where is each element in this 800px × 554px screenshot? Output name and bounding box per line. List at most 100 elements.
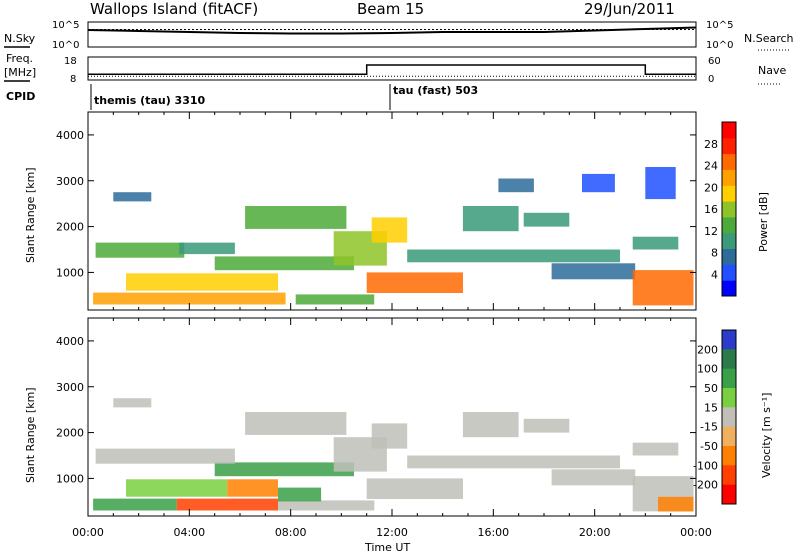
cpid-segment-1: themis (tau) 3310 xyxy=(94,94,206,107)
power-colorbar-tick-label: 8 xyxy=(711,247,718,260)
site-title: Wallops Island (fitACF) xyxy=(90,0,258,18)
velocity-colorbar-segment xyxy=(722,465,736,486)
power-colorbar-segment xyxy=(722,185,736,202)
power-echo-region-20 xyxy=(645,167,676,200)
velocity-data-layer xyxy=(93,398,694,512)
time-tick-label: 08:00 xyxy=(275,526,307,539)
velocity-echo-region-14 xyxy=(462,412,519,438)
power-y-tick-label: 3000 xyxy=(56,175,84,188)
power-colorbar-tick-label: 12 xyxy=(704,225,718,238)
power-panel: 1000 2000 3000 4000 Slant Range [km] xyxy=(24,111,697,311)
noise-tick-lo-right: 10^0 xyxy=(706,40,733,51)
power-y-tick-label: 1000 xyxy=(56,266,84,279)
time-tick-label: 04:00 xyxy=(173,526,205,539)
power-echo-region-2 xyxy=(295,294,375,305)
velocity-echo-region-6 xyxy=(278,487,322,502)
velocity-colorbar-segment xyxy=(722,484,736,505)
velocity-echo-region-2 xyxy=(176,498,278,511)
noise-tick-lo: 10^0 xyxy=(52,40,79,51)
frequency-panel-frame xyxy=(87,56,697,81)
power-echo-region-5 xyxy=(95,242,185,258)
power-echo-region-14 xyxy=(523,212,570,227)
velocity-echo-region-8 xyxy=(95,448,235,464)
power-echo-region-9 xyxy=(366,272,463,293)
x-axis-label: Time UT xyxy=(364,541,410,554)
noise-tick-hi: 10^5 xyxy=(52,20,79,31)
power-colorbar-segment xyxy=(722,216,736,234)
velocity-y-tick-label: 4000 xyxy=(56,335,84,348)
power-echo-region-12 xyxy=(462,206,519,232)
time-tick-label: 00:00 xyxy=(72,526,104,539)
velocity-panel: 1000 2000 3000 4000 Slant Range [km] xyxy=(24,317,697,517)
power-colorbar-tick-label: 28 xyxy=(704,138,718,151)
velocity-y-tick-label: 3000 xyxy=(56,381,84,394)
velocity-echo-region-16 xyxy=(551,469,636,486)
power-echo-region-3 xyxy=(126,273,278,291)
velocity-colorbar-tick-label: 50 xyxy=(704,382,718,395)
power-data-layer xyxy=(93,167,694,306)
time-tick-label: 20:00 xyxy=(579,526,611,539)
power-echo-region-16 xyxy=(582,173,615,193)
power-echo-region-11 xyxy=(407,249,620,263)
velocity-y-ticks: 1000 2000 3000 4000 xyxy=(56,335,696,485)
freq-unit-label: [MHz] xyxy=(4,66,36,79)
power-colorbar-segment xyxy=(722,201,736,218)
noise-panel-frame xyxy=(87,21,697,48)
velocity-colorbar-segment xyxy=(722,330,736,350)
power-echo-region-1 xyxy=(93,292,286,305)
nsky-series-line xyxy=(87,26,697,35)
power-echo-region-17 xyxy=(632,270,694,306)
velocity-echo-region-3 xyxy=(278,500,375,511)
velocity-colorbar-label: Velocity [m s⁻¹] xyxy=(760,393,773,478)
power-colorbar-tick-label: 4 xyxy=(711,268,718,281)
time-axis-labels: 00:00 04:00 08:00 12:00 16:00 20:00 00:00 xyxy=(72,526,712,539)
velocity-colorbar-tick-label: 100 xyxy=(697,363,718,376)
velocity-colorbar-tick-label: -50 xyxy=(700,440,718,453)
velocity-echo-region-11 xyxy=(366,478,463,499)
power-x-ticks xyxy=(87,112,697,310)
velocity-y-tick-label: 2000 xyxy=(56,427,84,440)
power-echo-region-7 xyxy=(245,206,347,229)
power-colorbar-segment xyxy=(722,248,736,265)
power-echo-region-10 xyxy=(371,217,408,243)
nave-tick-lo: 0 xyxy=(708,74,714,85)
time-tick-label: 12:00 xyxy=(376,526,408,539)
power-colorbar-segment xyxy=(722,280,736,297)
power-y-tick-label: 2000 xyxy=(56,221,84,234)
date-title: 29/Jun/2011 xyxy=(584,0,675,18)
power-y-tick-label: 4000 xyxy=(56,129,84,142)
velocity-colorbar-frame xyxy=(721,329,737,505)
time-tick-label: 16:00 xyxy=(477,526,509,539)
velocity-colorbar-tick-label: 200 xyxy=(697,343,718,356)
freq-label: Freq. xyxy=(6,52,33,65)
nsky-label: N.Sky xyxy=(4,32,36,45)
power-echo-region-18 xyxy=(632,236,679,250)
power-colorbar-tick-label: 24 xyxy=(704,160,718,173)
velocity-echo-region-19 xyxy=(632,442,679,456)
power-colorbar-segment xyxy=(722,232,736,249)
velocity-echo-region-18 xyxy=(658,496,694,512)
cpid-label: CPID xyxy=(6,90,35,103)
frequency-panel: Freq. [MHz] 18 8 60 0 Nave xyxy=(4,52,786,85)
power-echo-region-15 xyxy=(551,263,636,280)
beam-title: Beam 15 xyxy=(357,0,424,18)
power-y-axis-label: Slant Range [km] xyxy=(24,167,37,263)
nave-tick-hi: 60 xyxy=(708,56,721,67)
power-echo-region-19 xyxy=(113,192,152,202)
velocity-colorbar-segment xyxy=(722,426,736,447)
power-colorbar-segment xyxy=(722,122,736,139)
velocity-colorbar-segment xyxy=(722,388,736,408)
power-colorbar-label: Power [dB] xyxy=(757,192,770,252)
noise-tick-hi-right: 10^5 xyxy=(706,20,733,31)
velocity-colorbar: 200 100 50 15 -15 -50 -100 -200 xyxy=(693,329,737,505)
velocity-colorbar-tick-label: -15 xyxy=(700,421,718,434)
cpid-segment-2: tau (fast) 503 xyxy=(393,84,478,97)
velocity-echo-region-9 xyxy=(245,412,347,435)
velocity-colorbar-tick-label: -100 xyxy=(693,459,718,472)
velocity-colorbar-segment xyxy=(722,368,736,389)
power-colorbar-tick-label: 16 xyxy=(704,203,718,216)
velocity-colorbar-tick-label: -200 xyxy=(693,479,718,492)
power-colorbar-tick-label: 20 xyxy=(704,181,718,194)
velocity-echo-region-13 xyxy=(407,455,620,469)
